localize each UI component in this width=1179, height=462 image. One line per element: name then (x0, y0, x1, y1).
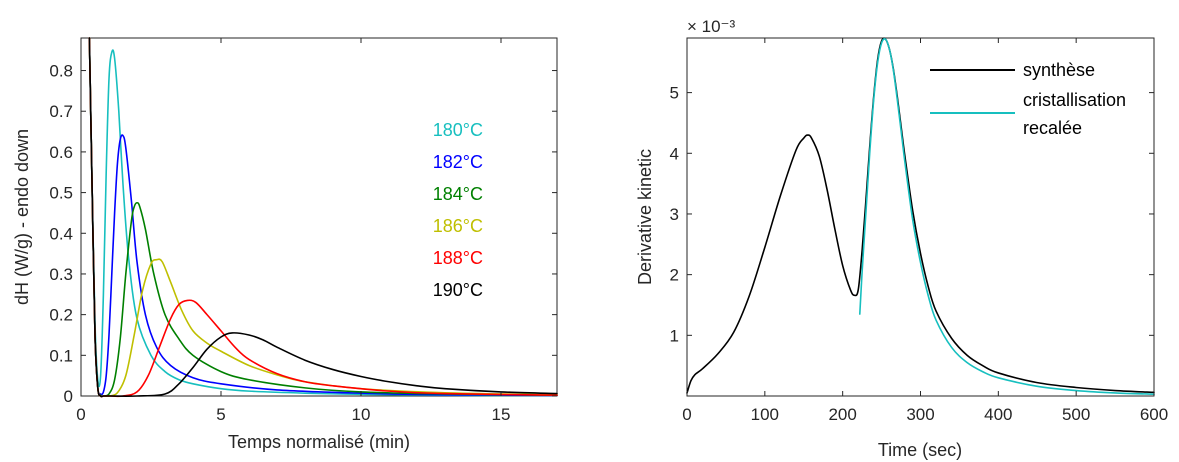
legend-entry-186-c: 186°C (433, 216, 483, 236)
x-tick-label: 5 (216, 405, 225, 424)
legend-left: 180°C 182°C 184°C 186°C 188°C 190°C (433, 120, 483, 300)
y-tick-label: 0.3 (49, 265, 73, 284)
legend-entry-190-c: 190°C (433, 280, 483, 300)
legend-entry-184-c: 184°C (433, 184, 483, 204)
y-axis-label-right: Derivative kinetic (635, 149, 655, 285)
y-ticks-right: 1 2 3 4 5 (670, 84, 1154, 345)
series-group-right (686, 37, 1155, 395)
legend-entry-180-c: 180°C (433, 120, 483, 140)
legend-right: synthèse cristallisation recalée (930, 60, 1126, 138)
series-line-190-c (88, 37, 558, 398)
x-tick-label: 15 (492, 405, 511, 424)
legend-label-recal-e: recalée (1023, 118, 1082, 138)
y-tick-label: 0.5 (49, 184, 73, 203)
y-multiplier-label: × 10⁻³ (687, 17, 736, 36)
y-tick-label: 0.4 (49, 224, 73, 243)
y-tick-label: 0.7 (49, 102, 73, 121)
y-tick-label: 0.2 (49, 306, 73, 325)
legend-entry-188-c: 188°C (433, 248, 483, 268)
x-tick-label: 0 (76, 405, 85, 424)
series-line-180-c (88, 37, 558, 397)
y-tick-label: 0 (64, 387, 73, 406)
y-tick-label: 0.6 (49, 143, 73, 162)
y-tick-label: 5 (670, 84, 679, 103)
x-tick-label: 10 (352, 405, 371, 424)
x-ticks-left: 0 5 10 15 (76, 38, 510, 424)
y-tick-label: 2 (670, 266, 679, 285)
x-tick-label: 500 (1062, 405, 1090, 424)
legend-entry-182-c: 182°C (433, 152, 483, 172)
x-tick-label: 400 (984, 405, 1012, 424)
y-axis-label-left: dH (W/g) - endo down (12, 129, 32, 305)
x-tick-label: 200 (828, 405, 856, 424)
x-tick-label: 0 (682, 405, 691, 424)
chart-left: 00.10.20.30.40.50.60.70.8 0 5 10 15 180°C18… (12, 37, 558, 452)
y-ticks-left: 0 0.1 0.2 0.3 0.4 0.5 0.6 0.7 0.8 (49, 62, 557, 406)
y-tick-label: 4 (670, 144, 679, 163)
series-group-left (88, 37, 558, 398)
x-ticks-right: 0 100 200 300 400 500 600 (682, 38, 1168, 424)
x-tick-label: 600 (1140, 405, 1168, 424)
legend-label-synth-se: synthèse (1023, 60, 1095, 80)
y-tick-label: 0.8 (49, 62, 73, 81)
y-tick-label: 3 (670, 205, 679, 224)
x-axis-label-left: Temps normalisé (min) (228, 432, 410, 452)
y-tick-label: 1 (670, 326, 679, 345)
plot-area-left (80, 37, 558, 397)
legend-label-cristallisation: cristallisation (1023, 90, 1126, 110)
x-axis-label-right: Time (sec) (878, 440, 962, 460)
plot-area-right (686, 37, 1155, 397)
series-line-cristallisation-recal-e (858, 38, 1155, 395)
y-tick-label: 0.1 (49, 346, 73, 365)
x-tick-label: 100 (751, 405, 779, 424)
chart-right: 1 2 3 4 5 0 100 200 300 400 500 600 × 10⁻³ synthès… (635, 17, 1168, 460)
x-tick-label: 300 (906, 405, 934, 424)
